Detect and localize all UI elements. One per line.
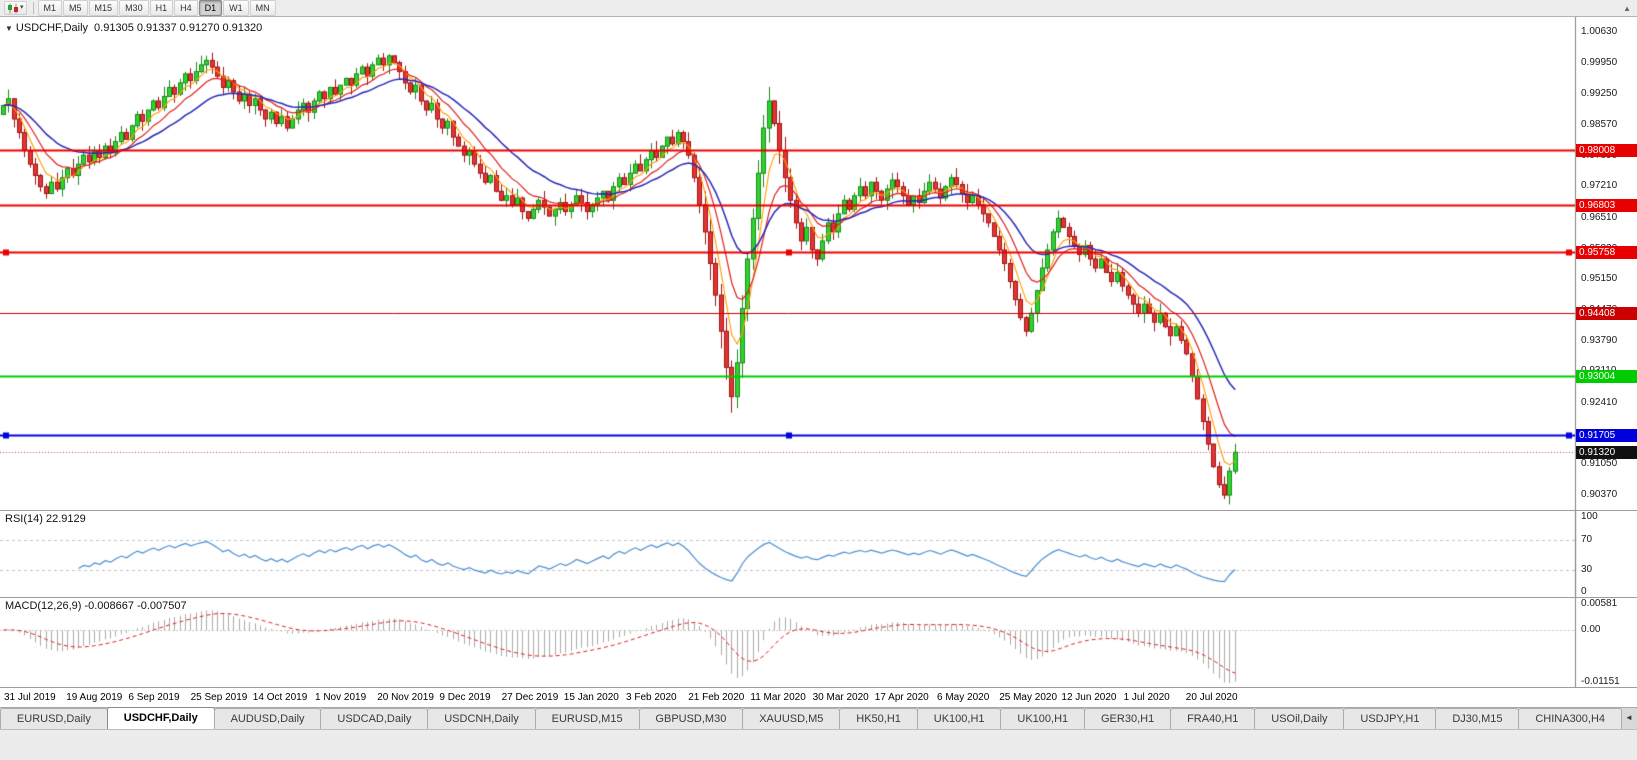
tab-scroll-left-icon[interactable]: ◄ [1625, 713, 1633, 722]
chart-tab-16-china300-h4[interactable]: CHINA300,H4 [1518, 708, 1622, 729]
timeframe-buttons-group: M1 M5 M15 M30 H1 H4 D1 W1 MN [37, 0, 277, 16]
rsi-indicator-panel[interactable]: 100 70 30 0 RSI(14) 22.9129 [0, 510, 1637, 598]
collapse-arrow-icon[interactable]: ▼ [5, 24, 13, 33]
time-axis-label: 12 Jun 2020 [1061, 692, 1117, 703]
timeframe-button-h1[interactable]: H1 [149, 0, 174, 16]
chart-tab-1-usdchf-daily[interactable]: USDCHF,Daily [106, 707, 215, 729]
time-axis-label: 20 Jul 2020 [1185, 692, 1238, 703]
time-axis-label: 15 Jan 2020 [563, 692, 619, 703]
candlestick-chart-icon [8, 3, 18, 13]
rsi-label: RSI(14) 22.9129 [5, 513, 86, 525]
timeframe-button-m30[interactable]: M30 [119, 0, 149, 16]
chart-tab-7-xauusd-m5[interactable]: XAUUSD,M5 [742, 708, 841, 729]
chart-tab-11-ger30-h1[interactable]: GER30,H1 [1084, 708, 1172, 729]
chart-tab-5-eurusd-m15[interactable]: EURUSD,M15 [534, 708, 640, 729]
chart-tab-2-audusd-daily[interactable]: AUDUSD,Daily [213, 708, 322, 729]
chart-tab-bar: EURUSD,Daily USDCHF,Daily AUDUSD,Daily USDC… [0, 707, 1637, 729]
chart-tab-8-hk50-h1[interactable]: HK50,H1 [839, 708, 918, 729]
chart-tab-0-eurusd-daily[interactable]: EURUSD,Daily [0, 708, 108, 729]
toolbar-scroll-up-icon[interactable]: ▲ [1623, 3, 1631, 13]
chart-symbol-label: USDCHF,Daily [15, 22, 89, 34]
time-axis-label: 21 Feb 2020 [688, 692, 745, 703]
chart-tab-15-dj30-m15[interactable]: DJ30,M15 [1435, 708, 1520, 729]
time-axis-label: 27 Dec 2019 [501, 692, 559, 703]
time-axis-label: 25 May 2020 [999, 692, 1058, 703]
chart-ohlc-values: 0.91305 0.91337 0.91270 0.91320 [94, 22, 263, 34]
price-chart-panel[interactable]: 1.00630 0.99950 0.99250 0.98570 0.97890 0.972… [0, 17, 1637, 510]
macd-label: MACD(12,26,9) -0.008667 -0.007507 [5, 600, 187, 612]
chart-tab-6-gbpusd-m30[interactable]: GBPUSD,M30 [638, 708, 744, 729]
timeframe-button-m15[interactable]: M15 [88, 0, 119, 16]
time-axis-label: 11 Mar 2020 [750, 692, 806, 703]
time-axis-label: 6 Sep 2019 [128, 692, 180, 703]
status-bar [0, 729, 1637, 760]
timeframe-toolbar: ▾ M1 M5 M15 M30 H1 H4 D1 W1 MN ▲ [0, 0, 1637, 17]
time-axis-label: 9 Dec 2019 [439, 692, 491, 703]
macd-indicator-panel[interactable]: 0.00581 0.00 -0.01151 MACD(12,26,9) -0.008… [0, 597, 1637, 688]
time-axis-label: 6 May 2020 [937, 692, 990, 703]
chart-type-dropdown[interactable]: ▾ [4, 1, 27, 15]
time-axis-label: 14 Oct 2019 [252, 692, 308, 703]
chart-tab-9-uk100-h1[interactable]: UK100,H1 [916, 708, 1002, 729]
time-axis-label: 19 Aug 2019 [66, 692, 123, 703]
chart-tab-12-fra40-h1[interactable]: FRA40,H1 [1170, 708, 1256, 729]
time-axis-label: 25 Sep 2019 [190, 692, 248, 703]
timeframe-button-m1[interactable]: M1 [37, 0, 63, 16]
time-axis-label: 20 Nov 2019 [377, 692, 434, 703]
chart-ohlc-header: ▼ USDCHF,Daily 0.91305 0.91337 0.91270 0.9… [5, 22, 262, 34]
price-chart-canvas[interactable] [0, 17, 1637, 510]
time-axis-label: 31 Jul 2019 [4, 692, 56, 703]
time-axis-label: 1 Jul 2020 [1123, 692, 1170, 703]
timeframe-button-w1[interactable]: W1 [223, 0, 249, 16]
chart-tab-13-usoil-daily[interactable]: USOil,Daily [1254, 708, 1345, 729]
time-axis[interactable]: 31 Jul 2019 19 Aug 2019 6 Sep 2019 25 Sep 2… [0, 687, 1637, 707]
timeframe-button-mn[interactable]: MN [249, 0, 276, 16]
chart-tab-3-usdcad-daily[interactable]: USDCAD,Daily [320, 708, 429, 729]
timeframe-button-m5[interactable]: M5 [63, 0, 88, 16]
chart-tab-10-uk100-h1[interactable]: UK100,H1 [1000, 708, 1086, 729]
toolbar-separator [32, 2, 34, 14]
dropdown-caret-icon: ▾ [20, 4, 24, 11]
chart-tab-14-usdjpy-h1[interactable]: USDJPY,H1 [1343, 708, 1437, 729]
time-axis-label: 1 Nov 2019 [315, 692, 367, 703]
chart-tab-4-usdcnh-daily[interactable]: USDCNH,Daily [427, 708, 536, 729]
time-axis-label: 17 Apr 2020 [874, 692, 929, 703]
time-axis-label: 3 Feb 2020 [626, 692, 677, 703]
timeframe-button-h4[interactable]: H4 [174, 0, 198, 16]
macd-canvas[interactable] [0, 598, 1637, 688]
rsi-canvas[interactable] [0, 511, 1637, 598]
timeframe-button-d1[interactable]: D1 [198, 0, 223, 16]
time-axis-label: 30 Mar 2020 [812, 692, 869, 703]
